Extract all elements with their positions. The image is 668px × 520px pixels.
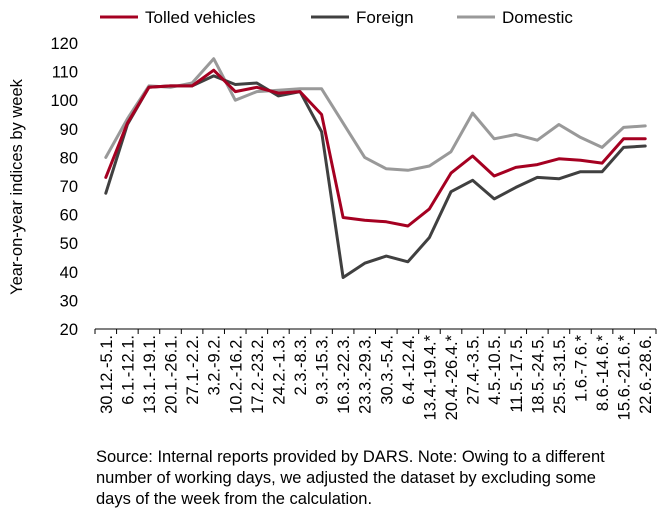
y-tick-label: 60 [60,207,78,225]
source-note-line-1: Source: Internal reports provided by DAR… [96,448,605,466]
y-tick-label: 120 [50,35,78,53]
x-tick-label: 25.5.-31.5. [551,335,569,414]
x-tick-label: 18.5.-24.5. [529,335,547,414]
legend-label: Tolled vehicles [145,8,256,27]
x-tick-label: 6.1.-12.1. [119,335,137,405]
x-tick-label: 30.3.-5.4. [378,335,396,405]
x-axis: 30.12.-5.1. 6.1.-12.1. 13.1.-19.1. 20.1.-26… [94,328,657,420]
series-line-foreign [104,74,647,279]
x-tick-label: 30.12.-5.1. [98,335,116,414]
x-tick-label: 10.2.-16.2. [227,335,245,414]
y-tick-label: 100 [50,92,78,110]
y-tick-label: 50 [60,235,78,253]
x-tick-label: 20.4.-26.4.* [443,334,461,420]
line-chart: Tolled vehicles Foreign Domestic Year-on-y… [8,8,657,420]
x-tick-label: 9.3.-15.3. [314,335,332,405]
y-tick-label: 40 [60,264,78,282]
x-tick-label: 17.2.-23.2. [249,335,267,414]
x-tick-label: 22.6.-28.6. [637,335,655,414]
series-line-domestic [104,57,647,172]
x-tick-label: 27.1.-2.2. [184,335,202,405]
y-tick-label: 30 [60,292,78,310]
x-tick-label: 23.3.-29.3. [357,335,375,414]
y-tick-label: 70 [60,178,78,196]
x-tick-label: 20.1.-26.1. [163,335,181,414]
legend-label: Foreign [356,8,414,27]
x-tick-label: 2.3.-8.3. [292,335,310,396]
y-tick-label: 110 [52,64,78,82]
source-note-line-3: days of the week from the calculation. [96,490,373,508]
x-tick-label: 1.6.-7.6.* [572,334,590,402]
x-tick-label: 8.6.-14.6.* [594,334,612,411]
x-tick-label: 11.5.-17.5. [508,335,526,413]
x-tick-label: 6.4.-12.4. [400,335,418,405]
x-tick-label: 24.2.-1.3. [270,335,288,405]
x-tick-label: 13.4.-19.4.* [421,334,439,420]
x-tick-label: 16.3.-22.3. [335,335,353,414]
x-tick-label: 3.2.-9.2. [206,335,224,396]
y-tick-label: 80 [60,149,78,167]
legend: Tolled vehicles Foreign Domestic [100,8,573,27]
y-axis-title: Year-on-year indices by week [8,78,26,295]
source-note: Source: Internal reports provided by DAR… [96,447,656,510]
series-line-tolled-vehicles [104,68,647,228]
x-tick-label: 27.4.-3.5. [465,335,483,405]
x-tick-label: 15.6.-21.6.* [616,334,634,420]
source-note-line-2: number of working days, we adjusted the … [96,469,596,487]
x-tick-label: 13.1.-19.1. [141,335,159,414]
y-tick-label: 90 [60,121,78,139]
legend-label: Domestic [502,8,573,27]
y-tick-label: 20 [60,321,78,339]
y-axis: 20 30 40 50 60 70 80 90 100 110 120 [50,35,78,339]
x-tick-label: 4.5.-10.5. [486,335,504,405]
series-layer [104,57,647,279]
